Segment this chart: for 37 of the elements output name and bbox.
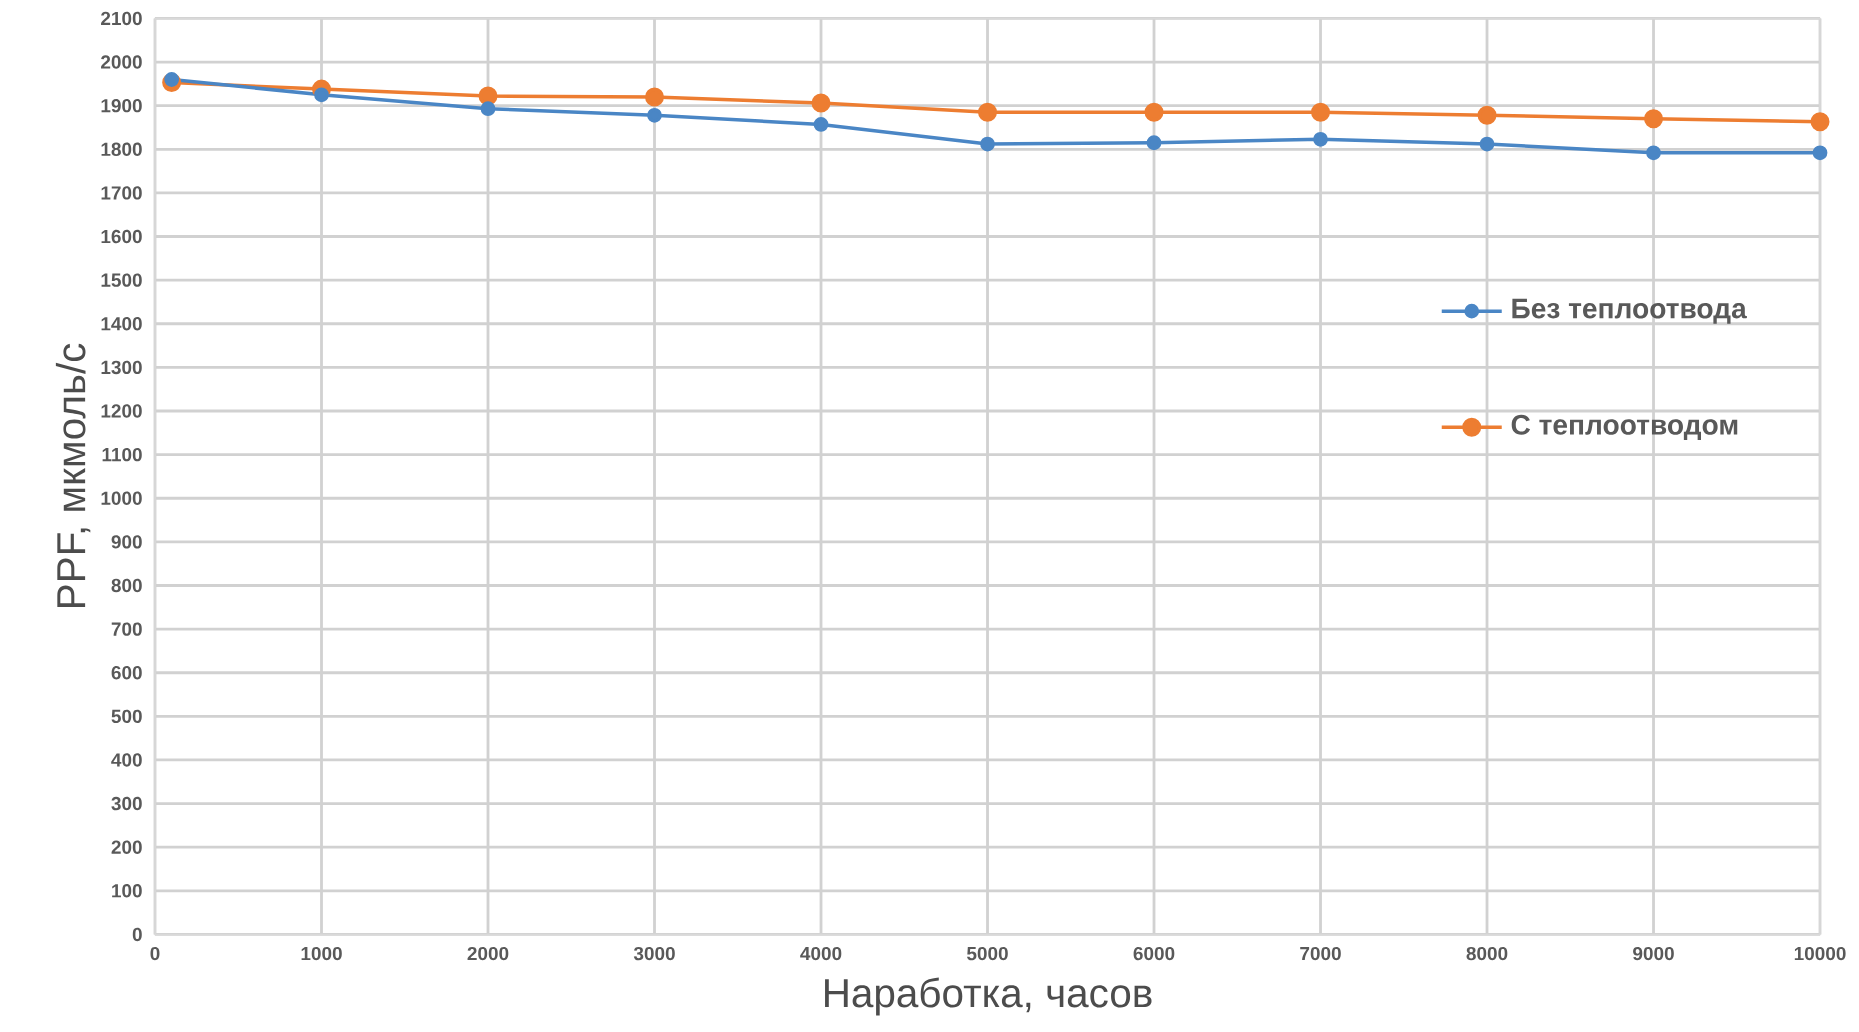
- legend-label: С теплоотводом: [1511, 414, 1738, 440]
- y-tick-label: 0: [132, 927, 142, 941]
- y-tick-label: 800: [111, 578, 142, 592]
- y-tick-label: 1000: [101, 491, 142, 505]
- y-tick-label: 1700: [101, 186, 142, 200]
- x-axis-title: Наработка, часов: [825, 977, 1152, 1016]
- x-tick-label: 4000: [800, 946, 842, 961]
- y-tick-label: 900: [111, 534, 142, 549]
- y-tick-label: 1400: [101, 316, 142, 331]
- x-tick-label: 10000: [1794, 946, 1846, 961]
- x-tick-label: 6000: [1133, 946, 1175, 961]
- x-tick-label: 9000: [1633, 946, 1674, 961]
- y-tick-label: 600: [111, 665, 142, 680]
- x-tick-label: 2000: [467, 946, 509, 961]
- legend-label: Без теплоотвода: [1512, 298, 1747, 324]
- y-tick-label: 300: [111, 796, 142, 811]
- x-tick-label: 3000: [633, 946, 675, 961]
- y-tick-label: 1800: [101, 142, 142, 156]
- x-tick-label: 0: [150, 946, 160, 961]
- x-tick-label: 5000: [967, 946, 1008, 961]
- x-tick-label: 8000: [1466, 946, 1508, 961]
- y-tick-label: 400: [111, 753, 142, 767]
- x-tick-label: 1000: [301, 946, 342, 961]
- y-tick-label: 700: [111, 622, 142, 636]
- y-tick-label: 2000: [101, 55, 142, 69]
- y-tick-label: 1300: [101, 360, 142, 374]
- y-tick-label: 1900: [101, 98, 142, 113]
- y-axis-title: PPF, мкмоль/с: [55, 343, 91, 607]
- x-tick-label: 7000: [1300, 946, 1341, 961]
- y-tick-label: 1100: [102, 447, 142, 462]
- y-tick-label: 2100: [101, 11, 142, 25]
- y-tick-label: 1600: [101, 229, 142, 244]
- y-tick-label: 1200: [101, 404, 142, 418]
- y-tick-label: 500: [111, 709, 142, 723]
- y-tick-label: 1500: [101, 273, 142, 287]
- y-tick-label: 200: [111, 840, 142, 854]
- y-tick-label: 100: [112, 883, 142, 898]
